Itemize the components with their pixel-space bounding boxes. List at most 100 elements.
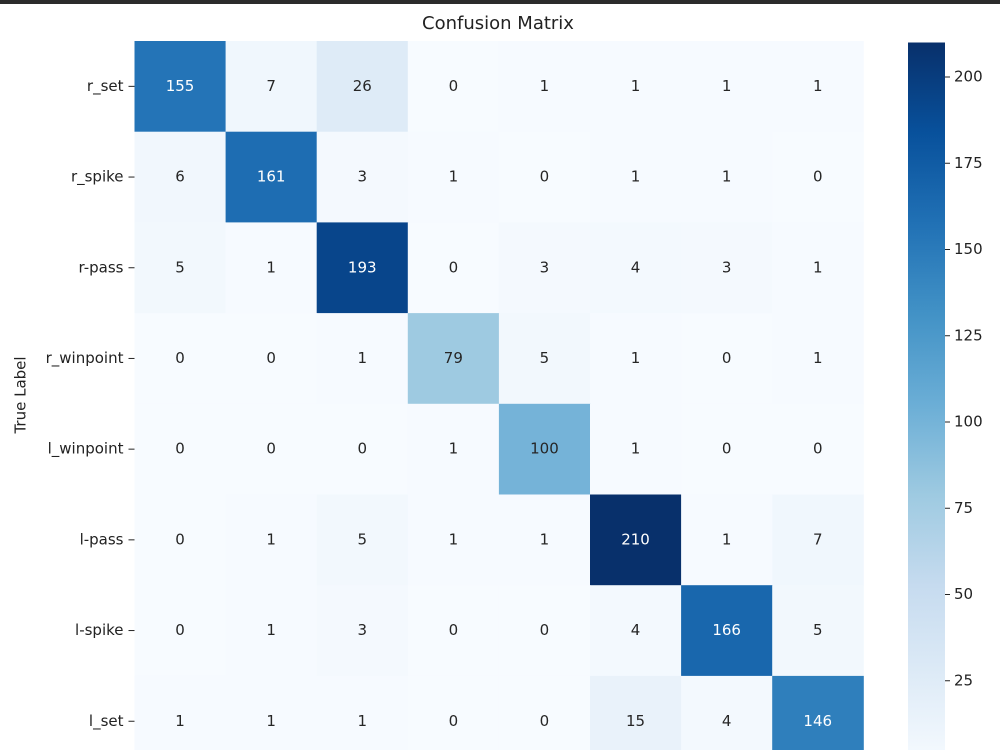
cell (498, 494, 591, 586)
cell-label: 1 (813, 349, 823, 367)
cell-label: 7 (266, 77, 276, 95)
cell-label: 4 (722, 712, 732, 730)
cell (681, 403, 773, 495)
cell (134, 313, 227, 405)
cell-label: 5 (813, 621, 823, 639)
cell (407, 675, 500, 750)
cell-label: 1 (631, 349, 641, 367)
colorbar-tick-label: 75 (954, 499, 973, 517)
cell (498, 403, 591, 495)
cell-label: 1 (631, 168, 641, 186)
cell-label: 15 (626, 712, 645, 730)
cell-label: 0 (357, 440, 367, 458)
chart-title: Confusion Matrix (422, 13, 574, 34)
cell-label: 0 (266, 349, 276, 367)
cell-label: 1 (357, 349, 367, 367)
cell (498, 131, 591, 223)
cell-label: 26 (353, 77, 372, 95)
colorbar-tick-label: 25 (954, 671, 973, 689)
cell-label: 1 (540, 530, 550, 548)
cell-label: 210 (621, 530, 650, 548)
cell (225, 675, 318, 750)
y-tick-label: l-spike (75, 621, 123, 639)
y-tick-label: l_set (89, 712, 124, 731)
cell (498, 675, 591, 750)
cell (316, 675, 409, 750)
y-axis-label: True Label (12, 356, 30, 434)
cell-label: 1 (722, 77, 732, 95)
cell (681, 131, 773, 223)
cell-label: 5 (357, 530, 367, 548)
cell-label: 1 (266, 621, 276, 639)
cell (772, 222, 864, 314)
cell (407, 403, 500, 495)
colorbar-tick-label: 175 (954, 154, 983, 172)
cell (407, 494, 500, 586)
colorbar (908, 42, 945, 750)
cell-label: 1 (357, 712, 367, 730)
cell-label: 1 (722, 168, 732, 186)
colorbar-tick-label: 200 (954, 68, 983, 86)
cell-label: 7 (813, 530, 823, 548)
cell-label: 3 (357, 168, 367, 186)
cell (590, 585, 682, 677)
y-tick-label: r-pass (79, 258, 124, 276)
cell (772, 313, 864, 405)
cell (590, 222, 682, 314)
cell-label: 155 (166, 77, 195, 95)
window-edge (0, 0, 1000, 4)
cell-label: 3 (540, 258, 550, 276)
cell (134, 41, 227, 133)
cell-label: 1 (631, 440, 641, 458)
cell (681, 222, 773, 314)
cell (225, 313, 318, 405)
cell-label: 0 (449, 712, 459, 730)
cell-label: 100 (530, 440, 559, 458)
cell (134, 131, 227, 223)
cell-label: 166 (712, 621, 741, 639)
cell (225, 222, 318, 314)
y-tick-label: r_set (87, 77, 124, 96)
cell (772, 41, 864, 133)
cell (407, 131, 500, 223)
cell (134, 494, 227, 586)
cell-label: 0 (722, 349, 732, 367)
cell (407, 222, 500, 314)
cell-label: 1 (813, 258, 823, 276)
cell (225, 403, 318, 495)
cell-label: 161 (257, 168, 286, 186)
cell-label: 1 (449, 440, 459, 458)
cell (316, 494, 409, 586)
cell-label: 0 (722, 440, 732, 458)
cell-label: 79 (444, 349, 463, 367)
cell-label: 0 (175, 440, 185, 458)
cell (407, 585, 500, 677)
cell (498, 585, 591, 677)
cell-label: 0 (266, 440, 276, 458)
cell (590, 675, 682, 750)
cell-label: 3 (722, 258, 732, 276)
cell (498, 313, 591, 405)
cell (772, 403, 864, 495)
cell (681, 675, 773, 750)
cell-label: 1 (266, 530, 276, 548)
cell-label: 193 (348, 258, 377, 276)
cell (225, 131, 318, 223)
cell-label: 5 (540, 349, 550, 367)
cell (316, 313, 409, 405)
cell-label: 0 (175, 621, 185, 639)
cell-label: 0 (449, 77, 459, 95)
cell-label: 1 (266, 258, 276, 276)
cell (134, 403, 227, 495)
cell-label: 3 (357, 621, 367, 639)
cell-label: 0 (813, 440, 823, 458)
cell (681, 41, 773, 133)
colorbar-tick-label: 100 (954, 413, 983, 431)
cell-label: 0 (813, 168, 823, 186)
cell (681, 313, 773, 405)
cell (316, 585, 409, 677)
cell (772, 675, 864, 750)
y-tick-label: l-pass (80, 530, 124, 548)
cell (590, 403, 682, 495)
cell-label: 146 (803, 712, 832, 730)
